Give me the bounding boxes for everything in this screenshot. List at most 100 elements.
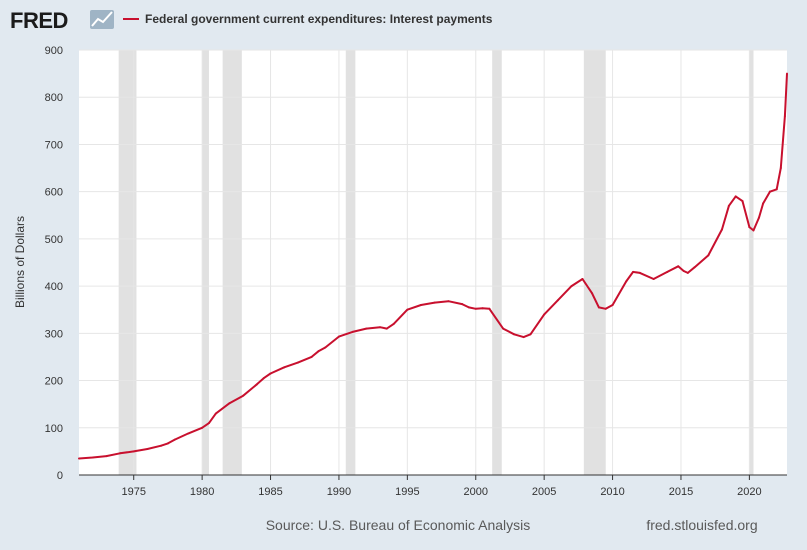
x-axis-ticks: 1975 1980 1985 1990 1995 2000 2005 2010 2015 2020 — [121, 475, 762, 498]
x-tick-label-1995: 1995 — [395, 486, 419, 498]
x-tick-label-1985: 1985 — [258, 486, 282, 498]
legend: Federal government current expenditures:… — [123, 12, 493, 26]
data-point-64 — [748, 226, 751, 229]
data-point-2 — [105, 455, 108, 458]
data-point-61 — [727, 204, 730, 207]
x-tick-label-2015: 2015 — [669, 486, 693, 498]
data-point-59 — [707, 254, 710, 257]
y-tick-label-200: 200 — [45, 376, 63, 388]
y-tick-label-500: 500 — [45, 234, 63, 246]
data-point-47 — [597, 306, 600, 309]
data-point-22 — [324, 346, 327, 349]
data-point-28 — [392, 322, 395, 325]
recession-shading — [118, 50, 754, 475]
logo-text: FRED — [10, 8, 68, 33]
data-point-55 — [677, 265, 680, 268]
x-tick-label-1980: 1980 — [190, 486, 214, 498]
data-point-41 — [529, 333, 532, 336]
y-tick-label-100: 100 — [45, 423, 63, 435]
data-point-63 — [741, 200, 744, 203]
x-tick-label-2010: 2010 — [600, 486, 624, 498]
data-point-8 — [173, 438, 176, 441]
data-point-30 — [420, 304, 423, 306]
fred-logo[interactable]: FRED — [10, 8, 114, 33]
data-point-32 — [447, 300, 450, 303]
data-point-0 — [78, 457, 80, 460]
data-point-39 — [513, 333, 516, 336]
data-point-25 — [365, 327, 368, 330]
data-point-15 — [255, 383, 258, 386]
data-point-23 — [337, 335, 340, 338]
data-point-33 — [461, 303, 464, 306]
data-point-35 — [474, 307, 477, 310]
data-point-6 — [160, 444, 163, 447]
y-axis-title: Billions of Dollars — [13, 216, 27, 308]
line-chart-icon — [90, 10, 114, 29]
data-point-51 — [632, 270, 635, 273]
x-tick-label-2000: 2000 — [464, 486, 488, 498]
data-point-38 — [502, 327, 505, 330]
data-point-13 — [228, 402, 231, 405]
data-point-3 — [119, 452, 122, 455]
x-tick-label-2020: 2020 — [737, 486, 761, 498]
y-tick-label-600: 600 — [45, 187, 63, 199]
data-point-10 — [201, 426, 204, 429]
x-tick-label-1975: 1975 — [121, 486, 145, 498]
recession-band-5 — [583, 50, 606, 475]
data-point-34 — [467, 306, 470, 309]
data-point-42 — [543, 313, 546, 316]
data-point-62 — [734, 195, 737, 198]
recession-band-1 — [202, 50, 209, 475]
data-point-45 — [581, 278, 584, 281]
data-point-31 — [433, 301, 436, 304]
data-point-7 — [166, 442, 169, 445]
data-point-4 — [132, 450, 135, 453]
y-tick-label-0: 0 — [57, 470, 63, 482]
data-point-9 — [187, 432, 190, 435]
y-tick-label-800: 800 — [45, 92, 63, 104]
data-point-44 — [570, 285, 573, 288]
series-points — [78, 72, 788, 460]
data-point-17 — [269, 372, 272, 375]
data-point-57 — [686, 271, 689, 274]
recession-band-6 — [749, 50, 754, 475]
data-point-5 — [146, 448, 149, 451]
recession-band-3 — [345, 50, 356, 475]
data-point-46 — [591, 292, 594, 295]
data-point-18 — [283, 366, 286, 369]
data-point-54 — [666, 270, 669, 273]
recession-band-2 — [222, 50, 242, 475]
data-point-1 — [91, 456, 94, 459]
plot-area — [79, 50, 787, 475]
data-point-52 — [638, 271, 641, 274]
data-point-60 — [721, 228, 724, 231]
data-point-68 — [768, 190, 771, 193]
gridlines — [79, 49, 787, 475]
data-point-43 — [556, 299, 559, 302]
data-point-50 — [625, 280, 628, 283]
data-point-72 — [786, 72, 788, 75]
data-point-67 — [762, 202, 765, 205]
y-tick-label-700: 700 — [45, 139, 63, 151]
site-link[interactable]: fred.stlouisfed.org — [646, 517, 757, 533]
data-point-27 — [385, 327, 388, 330]
y-tick-label-400: 400 — [45, 281, 63, 293]
data-point-21 — [317, 350, 320, 353]
source-text: Source: U.S. Bureau of Economic Analysis — [266, 517, 531, 533]
data-point-24 — [351, 330, 354, 333]
data-point-65 — [752, 229, 755, 232]
data-point-53 — [652, 278, 655, 281]
data-point-58 — [693, 266, 696, 269]
data-point-11 — [207, 422, 210, 425]
data-point-12 — [214, 412, 217, 415]
data-point-48 — [604, 307, 607, 310]
x-tick-label-1990: 1990 — [327, 486, 351, 498]
data-point-40 — [522, 336, 525, 339]
data-point-20 — [310, 355, 313, 358]
data-point-37 — [488, 307, 491, 310]
y-axis-ticks: 0 100 200 300 400 500 600 700 800 900 — [45, 45, 63, 482]
data-point-29 — [406, 308, 409, 311]
data-point-19 — [296, 361, 299, 364]
data-point-56 — [682, 270, 685, 272]
